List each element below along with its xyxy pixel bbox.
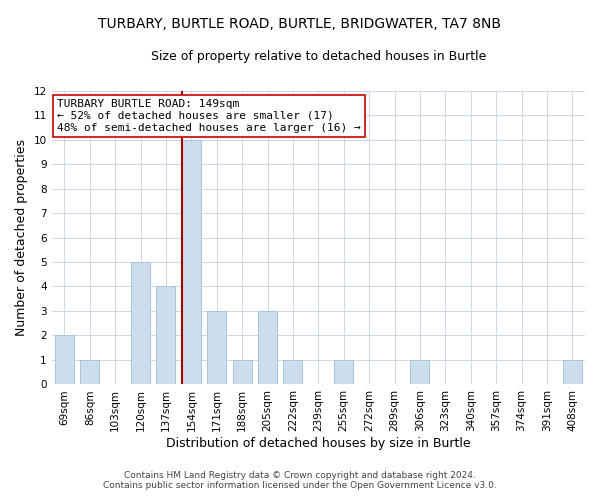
- Y-axis label: Number of detached properties: Number of detached properties: [15, 139, 28, 336]
- Bar: [207, 311, 226, 384]
- Text: TURBARY BURTLE ROAD: 149sqm
← 52% of detached houses are smaller (17)
48% of sem: TURBARY BURTLE ROAD: 149sqm ← 52% of det…: [57, 100, 361, 132]
- Bar: [80, 360, 99, 384]
- X-axis label: Distribution of detached houses by size in Burtle: Distribution of detached houses by size …: [166, 437, 470, 450]
- Bar: [55, 336, 74, 384]
- Bar: [182, 140, 201, 384]
- Bar: [258, 311, 277, 384]
- Text: TURBARY, BURTLE ROAD, BURTLE, BRIDGWATER, TA7 8NB: TURBARY, BURTLE ROAD, BURTLE, BRIDGWATER…: [98, 18, 502, 32]
- Bar: [334, 360, 353, 384]
- Bar: [233, 360, 251, 384]
- Bar: [563, 360, 582, 384]
- Bar: [410, 360, 430, 384]
- Title: Size of property relative to detached houses in Burtle: Size of property relative to detached ho…: [151, 50, 486, 63]
- Text: Contains HM Land Registry data © Crown copyright and database right 2024.
Contai: Contains HM Land Registry data © Crown c…: [103, 470, 497, 490]
- Bar: [131, 262, 150, 384]
- Bar: [157, 286, 175, 384]
- Bar: [283, 360, 302, 384]
